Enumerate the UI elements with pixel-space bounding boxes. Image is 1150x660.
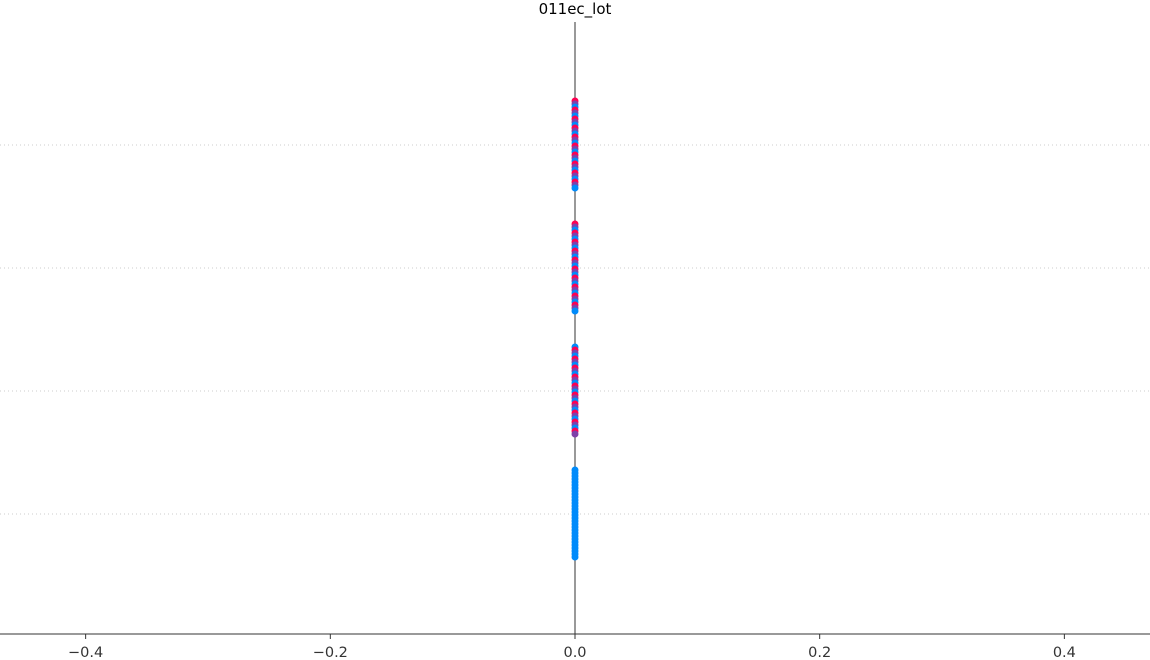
data-point: [571, 307, 579, 315]
x-tick-label: −0.2: [313, 645, 348, 660]
x-tick-label: −0.4: [68, 645, 103, 660]
x-tick-label: 0.0: [563, 645, 586, 660]
x-tick-label: 0.4: [1053, 645, 1076, 660]
data-point: [571, 553, 579, 561]
x-axis-ticks: −0.4 −0.2 0.0 0.2 0.4: [68, 634, 1076, 660]
data-points: [571, 97, 579, 561]
data-point: [571, 430, 579, 438]
x-tick-label: 0.2: [808, 645, 831, 660]
data-point: [571, 184, 579, 192]
chart-title: 011ec_lot: [539, 0, 612, 19]
